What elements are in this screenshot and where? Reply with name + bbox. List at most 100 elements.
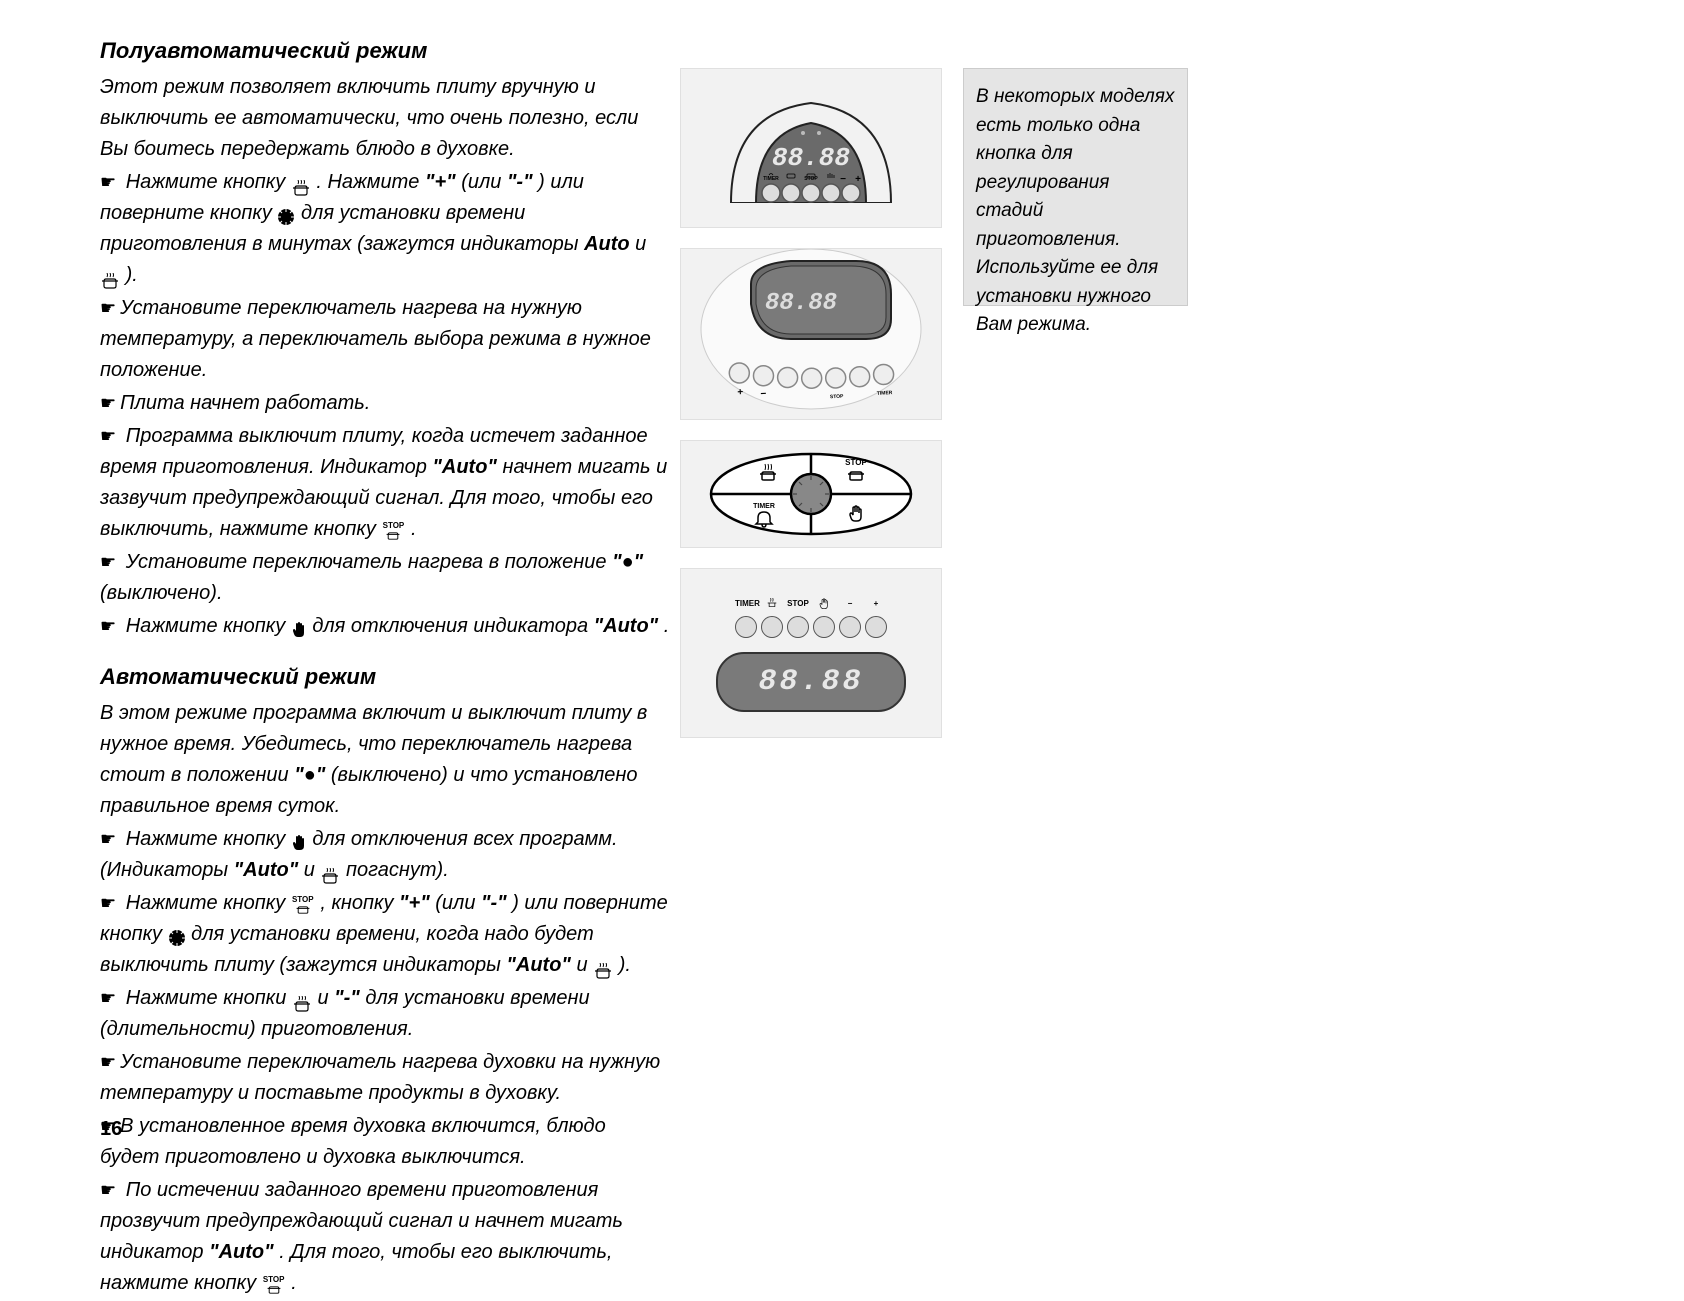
text: "-" [334, 987, 360, 1009]
text: и [635, 233, 646, 255]
display-text: 88.88 [758, 659, 863, 706]
text: "●" [294, 764, 325, 786]
info-text: В некоторых моделях есть только одна кно… [976, 86, 1174, 335]
s2-step3: Нажмите кнопки и "-" для установки време… [100, 983, 670, 1045]
diagram-rect-display: TIMER STOP − + 88.88 [680, 568, 942, 738]
pot-steam-icon [291, 175, 311, 191]
label: STOP [787, 598, 809, 614]
diagram-teardrop-display: 88.88 + − TIMER STOP [680, 248, 942, 420]
section2-intro: В этом режиме программа включит и выключ… [100, 698, 670, 822]
round-button [735, 616, 757, 638]
s1-step5: Установите переключатель нагрева в полож… [100, 547, 670, 609]
text: Auto [584, 233, 630, 255]
section2-title: Автоматический режим [100, 660, 670, 694]
round-button [865, 616, 887, 638]
hand-icon [813, 598, 835, 614]
text: ). [619, 954, 631, 976]
s2-step5: В установленное время духовка включится,… [100, 1111, 670, 1173]
pot-steam-icon [100, 268, 120, 284]
text: (или [461, 171, 507, 193]
svg-text:STOP: STOP [804, 176, 818, 182]
s2-step1: Нажмите кнопку для отключения всех прогр… [100, 824, 670, 886]
text: Нажмите кнопку [126, 828, 291, 850]
text: "+" [425, 171, 456, 193]
s1-step2: Установите переключатель нагрева на нужн… [100, 293, 670, 386]
s1-step3: Плита начнет работать. [100, 388, 670, 419]
button-row [701, 616, 921, 638]
section1-intro: Этот режим позволяет включить плиту вруч… [100, 72, 670, 165]
pot-steam-icon [320, 863, 340, 879]
label: − [839, 598, 861, 614]
text: для отключения индикатора [312, 615, 593, 637]
svg-text:STOP: STOP [830, 394, 844, 401]
label: TIMER [735, 598, 757, 614]
dome-shape: 88.88 TIMER STOP − + [721, 93, 901, 203]
dial-icon [168, 926, 186, 944]
diagram-dome-display: 88.88 TIMER STOP − + [680, 68, 942, 228]
round-button [813, 616, 835, 638]
text: Нажмите кнопку [126, 892, 291, 914]
main-text-column: Полуавтоматический режим Этот режим позв… [100, 30, 670, 1301]
svg-text:TIMER: TIMER [763, 176, 779, 182]
round-button [787, 616, 809, 638]
text: "Auto" [432, 456, 497, 478]
s2-step2: Нажмите кнопку STOP , кнопку "+" (или "-… [100, 888, 670, 981]
text: погаснут). [346, 859, 449, 881]
text: "Auto" [234, 859, 299, 881]
text: . Нажмите [316, 171, 425, 193]
text: Нажмите кнопку [126, 615, 291, 637]
svg-text:−: − [760, 389, 767, 400]
text: "Auto" [209, 1241, 274, 1263]
s1-step6: Нажмите кнопку для отключения индикатора… [100, 611, 670, 642]
page-number: 16 [100, 1114, 122, 1145]
display-panel: 88.88 [716, 652, 906, 712]
text: . [411, 518, 417, 540]
text: ). [126, 264, 138, 286]
diagrams-column: 88.88 TIMER STOP − + [680, 68, 960, 758]
section1-title: Полуавтоматический режим [100, 34, 670, 68]
text: "-" [507, 171, 533, 193]
text: . [664, 615, 670, 637]
stop-label: STOP [845, 458, 867, 467]
pot-steam-icon [593, 958, 613, 974]
s2-step4: Установите переключатель нагрева духовки… [100, 1047, 670, 1109]
s1-step1: Нажмите кнопку . Нажмите "+" (или "-" ) … [100, 167, 670, 291]
svg-text:TIMER: TIMER [877, 390, 893, 397]
label: + [865, 598, 887, 614]
text: "+" [399, 892, 430, 914]
hand-icon [291, 831, 307, 849]
pot-steam-icon [761, 598, 783, 614]
svg-text:−: − [840, 174, 846, 185]
display-text: 88.88 [765, 290, 837, 317]
stop-pot-icon: STOP [262, 1274, 286, 1294]
text: и [576, 954, 593, 976]
page: Полуавтоматический режим Этот режим позв… [0, 0, 1684, 1191]
text: и [317, 987, 334, 1009]
text: (выключено). [100, 582, 223, 604]
info-sidebar-box: В некоторых моделях есть только одна кно… [963, 68, 1188, 306]
text: и [304, 859, 321, 881]
timer-label: TIMER [753, 503, 775, 510]
button-labels: TIMER STOP − + [701, 598, 921, 614]
round-button [761, 616, 783, 638]
stop-pot-icon: STOP [291, 894, 315, 914]
text: "-" [481, 892, 507, 914]
svg-text:+: + [855, 174, 861, 185]
hand-icon [291, 618, 307, 636]
pot-steam-icon [292, 991, 312, 1007]
text: (или [435, 892, 481, 914]
svg-text:+: + [737, 387, 744, 398]
dial-icon [277, 205, 295, 223]
s2-step6: По истечении заданного времени приготовл… [100, 1175, 670, 1299]
text: Нажмите кнопки [126, 987, 292, 1009]
stop-pot-icon: STOP [381, 520, 405, 540]
round-button [839, 616, 861, 638]
text: "Auto" [594, 615, 659, 637]
diagram-oval-control: STOP TIMER [680, 440, 942, 548]
text: Нажмите кнопку [126, 171, 291, 193]
display-text: 88.88 [772, 143, 850, 173]
text: , кнопку [320, 892, 399, 914]
text: Установите переключатель нагрева в полож… [126, 551, 612, 573]
s1-step4: Программа выключит плиту, когда истечет … [100, 421, 670, 545]
text: "●" [612, 551, 643, 573]
